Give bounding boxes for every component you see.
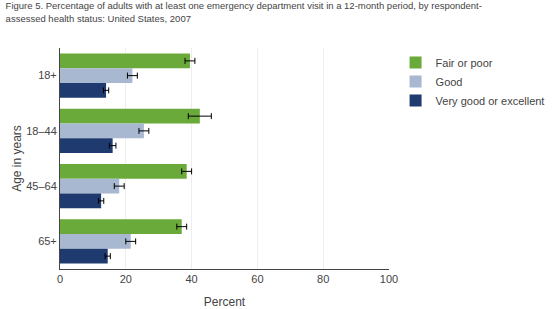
svg-text:Fair or poor: Fair or poor xyxy=(436,57,493,69)
svg-text:60: 60 xyxy=(251,273,263,285)
svg-text:65+: 65+ xyxy=(38,235,57,247)
svg-text:100: 100 xyxy=(380,273,398,285)
svg-text:20: 20 xyxy=(120,273,132,285)
svg-text:Percent: Percent xyxy=(204,295,246,309)
svg-text:80: 80 xyxy=(317,273,329,285)
svg-text:Age in years: Age in years xyxy=(10,125,24,192)
svg-text:Good: Good xyxy=(436,76,463,88)
svg-text:18–44: 18–44 xyxy=(26,125,57,137)
svg-text:18+: 18+ xyxy=(38,69,57,81)
svg-text:0: 0 xyxy=(57,273,63,285)
svg-text:45–64: 45–64 xyxy=(26,180,57,192)
svg-text:Very good or excellent: Very good or excellent xyxy=(436,95,545,107)
svg-text:Figure 5. Percentage of adults: Figure 5. Percentage of adults with at l… xyxy=(6,0,482,23)
svg-text:40: 40 xyxy=(185,273,197,285)
